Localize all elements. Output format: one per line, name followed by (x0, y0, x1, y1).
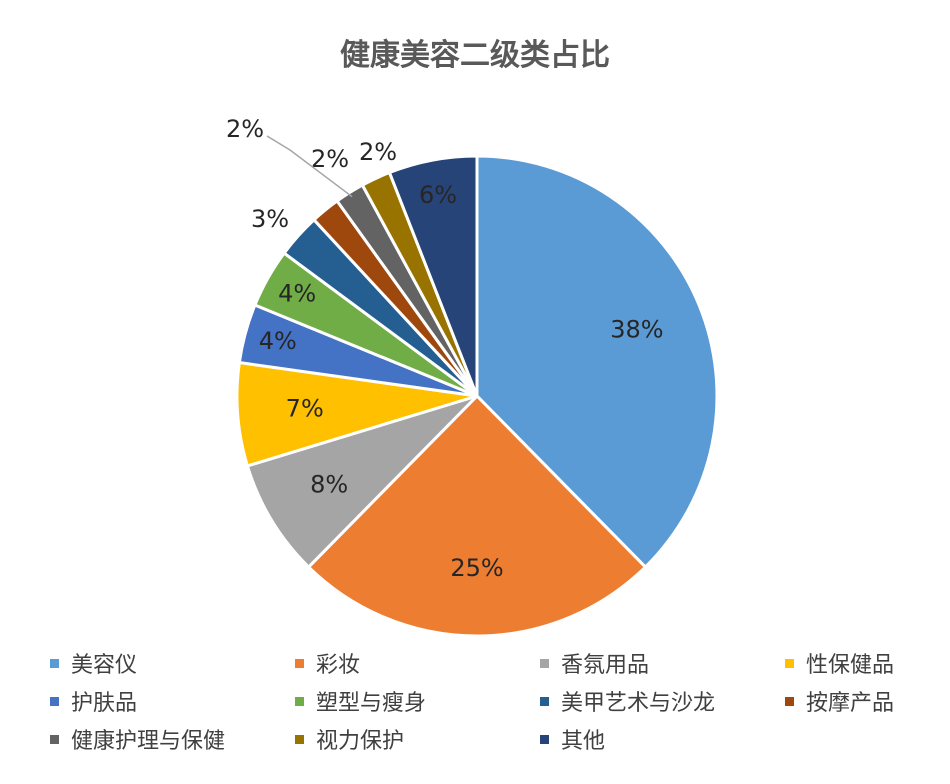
pie-slice (245, 394, 479, 570)
pie-slice (475, 154, 719, 570)
slice-label: 4% (259, 327, 297, 355)
legend-swatch (785, 696, 794, 706)
legend-label: 其他 (561, 729, 606, 754)
legend-label: 按摩产品 (806, 691, 895, 716)
legend-swatch (785, 658, 794, 668)
legend-item: 塑型与瘦身 (295, 684, 426, 718)
legend-label: 健康护理与保健 (71, 729, 226, 754)
slice-label: 2% (226, 115, 264, 143)
slice-label: 2% (311, 145, 349, 173)
legend-label: 视力保护 (316, 729, 405, 754)
legend-swatch (295, 696, 304, 706)
legend-item: 视力保护 (295, 722, 404, 756)
legend-label: 塑型与瘦身 (316, 691, 427, 716)
pie-slice (306, 393, 648, 638)
legend-label: 护肤品 (71, 691, 138, 716)
slice-label: 7% (286, 394, 324, 422)
slice-label: 2% (359, 138, 397, 166)
legend-label: 性保健品 (806, 653, 895, 678)
slice-label: 6% (419, 181, 457, 209)
slice-label: 25% (450, 554, 503, 582)
pie-chart: 38% 25% 8% 7% 4% 4% 3% 2% 2% 2% 6% (226, 115, 719, 638)
legend-label: 香氛用品 (561, 653, 650, 678)
legend-item: 美容仪 (50, 646, 137, 680)
legend-label: 彩妆 (316, 653, 361, 678)
legend-item: 美甲艺术与沙龙 (540, 684, 715, 718)
legend-swatch (50, 696, 59, 706)
legend-label: 美甲艺术与沙龙 (561, 691, 716, 716)
legend-item: 健康护理与保健 (50, 722, 225, 756)
legend-swatch (50, 734, 59, 744)
slice-label: 8% (310, 470, 348, 498)
slice-label: 38% (610, 315, 663, 343)
slice-label: 4% (278, 280, 316, 308)
legend-item: 性保健品 (785, 646, 894, 680)
legend-swatch (50, 658, 59, 668)
chart-title: 健康美容二级类占比 (340, 38, 610, 73)
legend-label: 美容仪 (71, 653, 138, 678)
legend-item: 护肤品 (50, 684, 137, 718)
legend-swatch (295, 658, 304, 668)
slice-label: 3% (251, 205, 289, 233)
legend-item: 其他 (540, 722, 605, 756)
legend-swatch (540, 734, 549, 744)
legend-item: 按摩产品 (785, 684, 894, 718)
legend-item: 彩妆 (295, 646, 360, 680)
pie-slice (387, 154, 479, 397)
legend-swatch (540, 658, 549, 668)
leader-line (266, 135, 353, 198)
legend-item: 香氛用品 (540, 646, 649, 680)
legend-swatch (540, 696, 549, 706)
legend-swatch (295, 734, 304, 744)
